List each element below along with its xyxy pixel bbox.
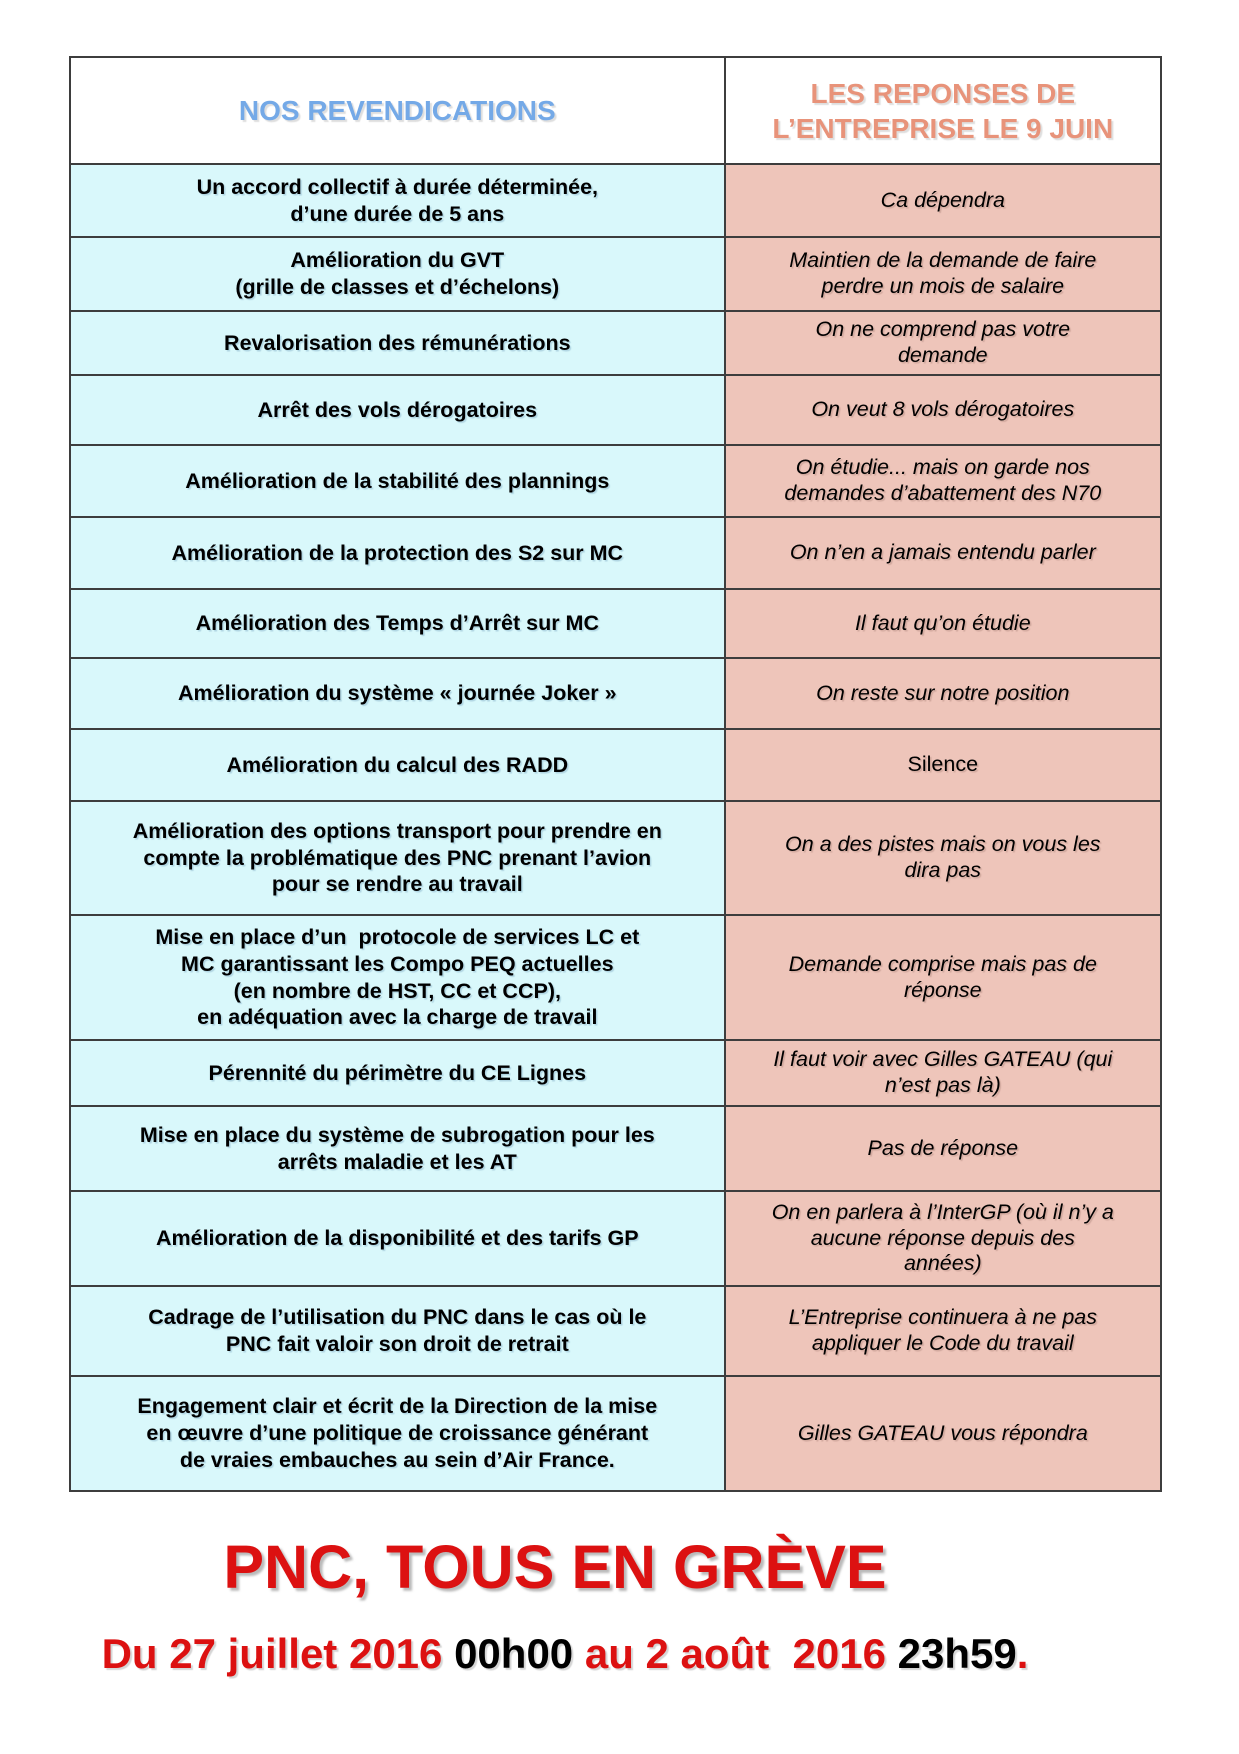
response-cell: Il faut qu’on étudie xyxy=(723,588,1163,659)
table-row: Pérennité du périmètre du CE Lignes Il fa… xyxy=(69,1039,1163,1107)
date-segment: au 2 août 2016 xyxy=(573,1630,898,1677)
strike-title: PNC, TOUS EN GRÈVE xyxy=(223,1533,887,1601)
table-row: Cadrage de l’utilisation du PNC dans le … xyxy=(69,1285,1163,1377)
table-row: Amélioration de la disponibilité et des … xyxy=(69,1190,1163,1287)
table-row: Mise en place du système de subrogation … xyxy=(69,1105,1163,1192)
demand-cell: Un accord collectif à durée déterminée, … xyxy=(69,163,726,238)
demand-cell: Mise en place du système de subrogation … xyxy=(69,1105,726,1192)
demand-cell: Arrêt des vols dérogatoires xyxy=(69,374,726,446)
demand-cell: Pérennité du périmètre du CE Lignes xyxy=(69,1039,726,1107)
demand-cell: Amélioration du système « journée Joker … xyxy=(69,657,726,730)
demand-cell: Amélioration des Temps d’Arrêt sur MC xyxy=(69,588,726,659)
date-segment: 00h00 xyxy=(454,1630,574,1677)
date-segment: . xyxy=(1016,1630,1029,1677)
response-cell: On ne comprend pas votre demande xyxy=(723,310,1163,376)
date-segment: 23h59 xyxy=(897,1630,1017,1677)
response-cell: On veut 8 vols dérogatoires xyxy=(723,374,1163,446)
response-cell: Demande comprise mais pas de réponse xyxy=(723,914,1163,1041)
table-row: Engagement clair et écrit de la Directio… xyxy=(69,1375,1163,1492)
response-cell: Silence xyxy=(723,728,1163,802)
response-cell: Pas de réponse xyxy=(723,1105,1163,1192)
demand-cell: Engagement clair et écrit de la Directio… xyxy=(69,1375,726,1492)
table-body: Un accord collectif à durée déterminée, … xyxy=(69,163,1163,1492)
table-row: Revalorisation des rémunérations On ne co… xyxy=(69,310,1163,376)
response-cell: On n’en a jamais entendu parler xyxy=(723,516,1163,590)
response-cell: On étudie... mais on garde nos demandes … xyxy=(723,444,1163,518)
demand-cell: Amélioration de la protection des S2 sur… xyxy=(69,516,726,590)
table-row: Amélioration des options transport pour … xyxy=(69,800,1163,916)
table-row: Arrêt des vols dérogatoires On veut 8 vol… xyxy=(69,374,1163,446)
demand-cell: Amélioration des options transport pour … xyxy=(69,800,726,916)
demand-cell: Amélioration du calcul des RADD xyxy=(69,728,726,802)
table-row: Amélioration du calcul des RADD Silence xyxy=(69,728,1163,802)
response-cell: Maintien de la demande de faire perdre u… xyxy=(723,236,1163,312)
response-cell: On reste sur notre position xyxy=(723,657,1163,730)
date-segment: Du 27 juillet 2016 xyxy=(101,1630,455,1677)
responses-column-header: LES REPONSES DE L’ENTREPRISE LE 9 JUIN xyxy=(723,56,1163,165)
table-row: Amélioration de la stabilité des plannin… xyxy=(69,444,1163,518)
table-row: Un accord collectif à durée déterminée, … xyxy=(69,163,1163,238)
table-row: Mise en place d’un protocole de services… xyxy=(69,914,1163,1041)
table-row: Amélioration des Temps d’Arrêt sur MC Il … xyxy=(69,588,1163,659)
demand-cell: Amélioration de la stabilité des plannin… xyxy=(69,444,726,518)
demand-cell: Mise en place d’un protocole de services… xyxy=(69,914,726,1041)
table-row: Amélioration du GVT (grille de classes e… xyxy=(69,236,1163,312)
response-cell: Il faut voir avec Gilles GATEAU (qui n’e… xyxy=(723,1039,1163,1107)
response-cell: Gilles GATEAU vous répondra xyxy=(723,1375,1163,1492)
demands-responses-table: NOS REVENDICATIONS LES REPONSES DE L’ENT… xyxy=(69,56,1163,1492)
demand-cell: Amélioration du GVT (grille de classes e… xyxy=(69,236,726,312)
response-cell: L’Entreprise continuera à ne pas appliqu… xyxy=(723,1285,1163,1377)
response-cell: Ca dépendra xyxy=(723,163,1163,238)
demands-column-header: NOS REVENDICATIONS xyxy=(69,56,726,165)
demand-cell: Amélioration de la disponibilité et des … xyxy=(69,1190,726,1287)
strike-dates: Du 27 juillet 2016 00h00 au 2 août 2016 … xyxy=(0,1630,1130,1678)
demand-cell: Cadrage de l’utilisation du PNC dans le … xyxy=(69,1285,726,1377)
header-row: NOS REVENDICATIONS LES REPONSES DE L’ENT… xyxy=(69,56,1163,165)
response-cell: On en parlera à l’InterGP (où il n’y a a… xyxy=(723,1190,1163,1287)
table-row: Amélioration de la protection des S2 sur… xyxy=(69,516,1163,590)
response-cell: On a des pistes mais on vous les dira pa… xyxy=(723,800,1163,916)
demand-cell: Revalorisation des rémunérations xyxy=(69,310,726,376)
table-row: Amélioration du système « journée Joker … xyxy=(69,657,1163,730)
